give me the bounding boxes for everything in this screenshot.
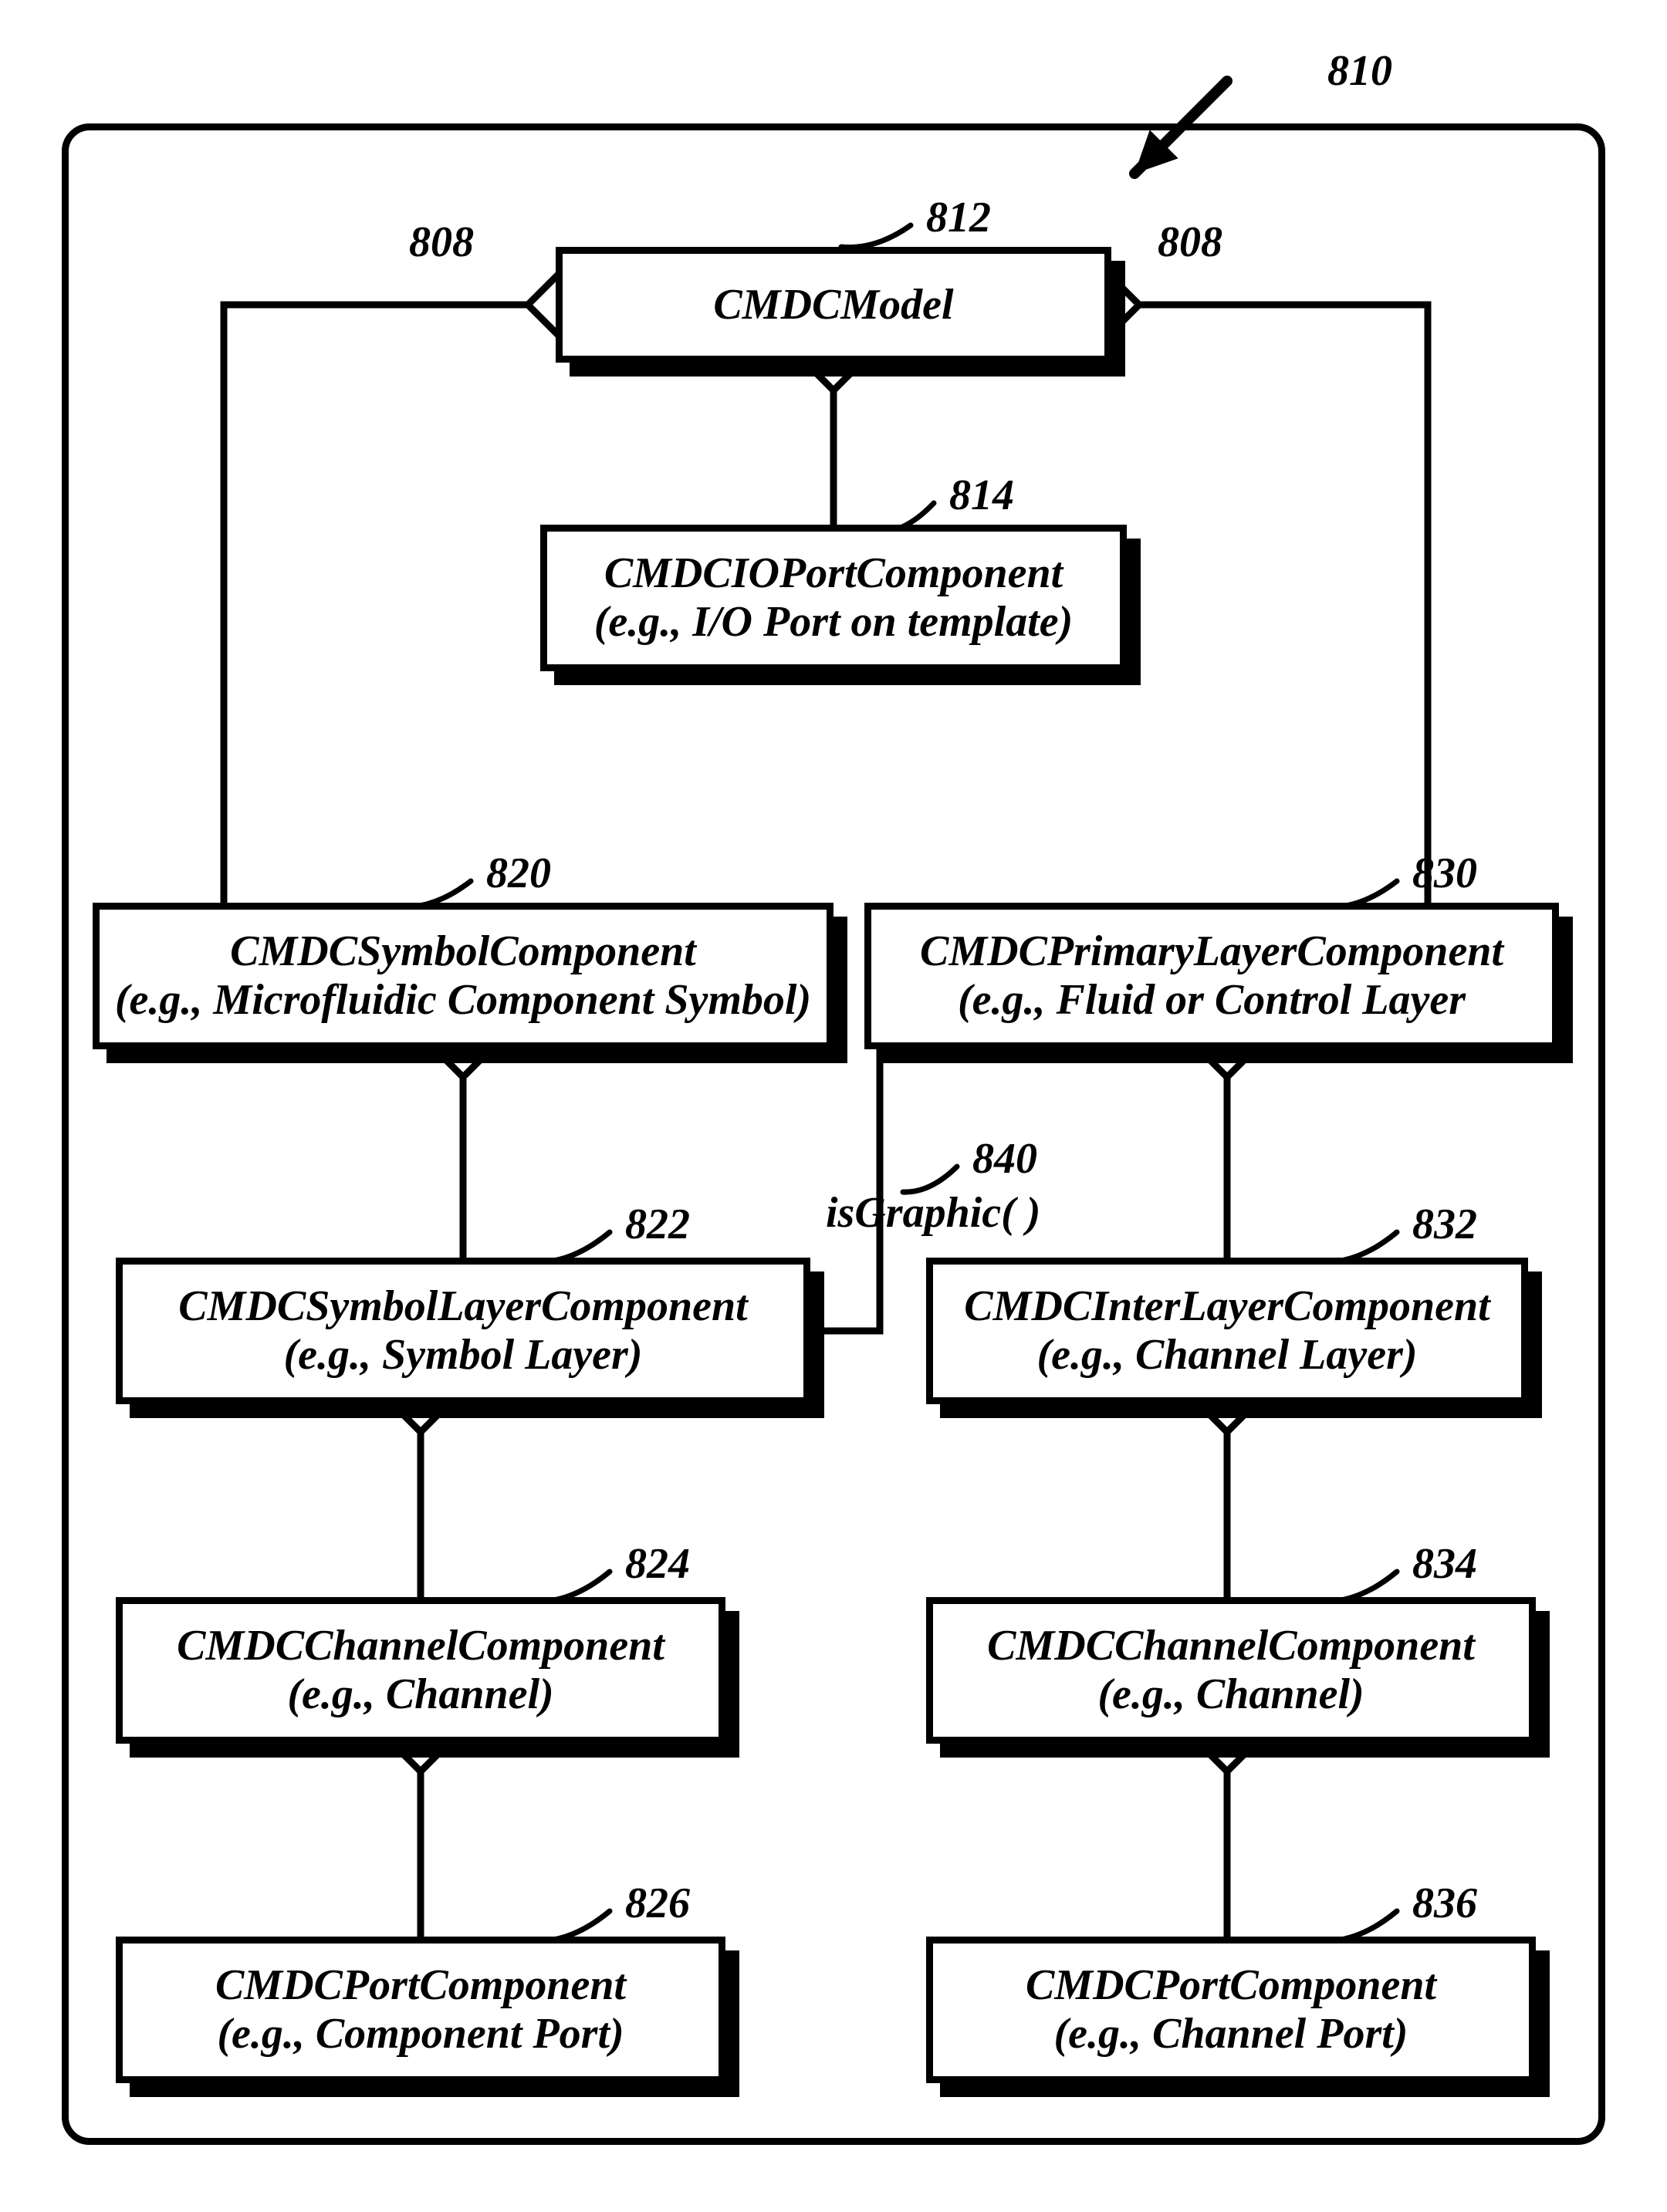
node-n824: CMDCChannelComponent(e.g., Channel) (116, 1597, 725, 1744)
node-n820: CMDCSymbolComponent(e.g., Microfluidic C… (93, 903, 834, 1049)
label-l840t: isGraphic( ) (826, 1188, 1040, 1238)
node-n830-line1: CMDCPrimaryLayerComponent (920, 927, 1503, 976)
node-n830-line2: (e.g., Fluid or Control Layer (958, 976, 1466, 1025)
node-n826-line2: (e.g., Component Port) (217, 2010, 624, 2058)
label-l840n: 840 (972, 1134, 1037, 1184)
node-n834-line2: (e.g., Channel) (1097, 1670, 1364, 1719)
outer-frame (62, 123, 1605, 2145)
node-n830: CMDCPrimaryLayerComponent(e.g., Fluid or… (864, 903, 1559, 1049)
node-n826: CMDCPortComponent(e.g., Component Port) (116, 1937, 725, 2083)
node-n822-line2: (e.g., Symbol Layer) (284, 1331, 643, 1380)
label-l824: 824 (625, 1539, 690, 1589)
label-l822: 822 (625, 1200, 690, 1249)
node-n814-line2: (e.g., I/O Port on template) (594, 598, 1074, 647)
node-n834: CMDCChannelComponent(e.g., Channel) (926, 1597, 1536, 1744)
label-l820: 820 (486, 849, 551, 898)
label-l810: 810 (1327, 46, 1392, 96)
node-n826-line1: CMDCPortComponent (215, 1961, 626, 2010)
node-n832: CMDCInterLayerComponent(e.g., Channel La… (926, 1258, 1528, 1404)
node-n836-line2: (e.g., Channel Port) (1054, 2010, 1408, 2058)
node-n836-line1: CMDCPortComponent (1026, 1961, 1436, 2010)
node-n836: CMDCPortComponent(e.g., Channel Port) (926, 1937, 1536, 2083)
label-l832: 832 (1412, 1200, 1477, 1249)
node-n832-line2: (e.g., Channel Layer) (1036, 1331, 1417, 1380)
diagram-canvas: CMDCModel CMDCIOPortComponent(e.g., I/O P… (0, 0, 1667, 2212)
node-n822: CMDCSymbolLayerComponent(e.g., Symbol La… (116, 1258, 810, 1404)
node-n824-line2: (e.g., Channel) (287, 1670, 553, 1719)
label-l812: 812 (926, 193, 991, 242)
node-n822-line1: CMDCSymbolLayerComponent (178, 1282, 747, 1331)
node-n820-line1: CMDCSymbolComponent (230, 927, 696, 976)
node-n824-line1: CMDCChannelComponent (177, 1622, 664, 1670)
node-n814-line1: CMDCIOPortComponent (604, 549, 1063, 598)
node-n832-line1: CMDCInterLayerComponent (964, 1282, 1489, 1331)
label-l814: 814 (949, 471, 1014, 520)
label-l836: 836 (1412, 1879, 1477, 1928)
label-l808b: 808 (1158, 218, 1222, 267)
node-n812: CMDCModel (556, 247, 1111, 363)
node-n814: CMDCIOPortComponent(e.g., I/O Port on te… (540, 525, 1127, 671)
label-l834: 834 (1412, 1539, 1477, 1589)
node-n834-line1: CMDCChannelComponent (987, 1622, 1475, 1670)
label-l830: 830 (1412, 849, 1477, 898)
label-l826: 826 (625, 1879, 690, 1928)
label-l808a: 808 (409, 218, 474, 267)
node-n820-line2: (e.g., Microfluidic Component Symbol) (115, 976, 811, 1025)
node-n812-line1: CMDCModel (713, 281, 953, 329)
